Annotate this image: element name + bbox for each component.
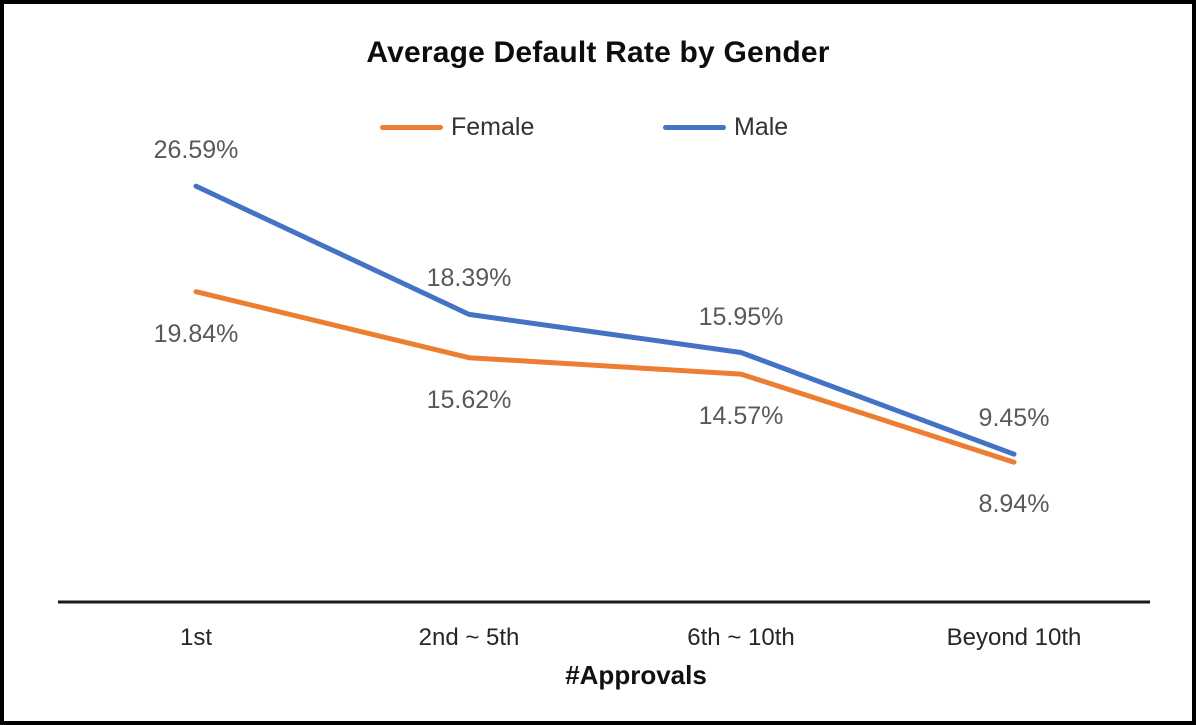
data-label-male-1: 26.59% — [153, 136, 239, 164]
legend-label-male: Male — [734, 112, 789, 141]
x-tick-2nd-5th: 2nd ~ 5th — [418, 624, 520, 651]
male-line-swatch — [663, 124, 726, 130]
x-axis-title: #Approvals — [565, 660, 707, 690]
data-label-female-1: 19.84% — [153, 320, 239, 348]
x-tick-1st: 1st — [179, 624, 213, 651]
legend-label-female: Female — [451, 112, 535, 141]
data-label-male-2: 18.39% — [426, 264, 512, 292]
data-label-male-4: 9.45% — [978, 404, 1050, 432]
chart-title: Average Default Rate by Gender — [366, 36, 830, 69]
data-label-female-2: 15.62% — [426, 386, 512, 414]
female-line-swatch — [380, 124, 443, 130]
series-line-female — [193, 289, 1017, 465]
data-label-male-3: 15.95% — [698, 303, 784, 331]
legend-item-female: Female — [380, 113, 534, 141]
data-label-female-3: 14.57% — [698, 402, 784, 430]
series-line-male — [193, 183, 1017, 457]
x-tick-beyond-10th: Beyond 10th — [946, 624, 1082, 651]
data-label-female-4: 8.94% — [978, 490, 1050, 518]
x-tick-6th-10th: 6th ~ 10th — [687, 624, 795, 651]
legend-item-male: Male — [663, 113, 788, 141]
